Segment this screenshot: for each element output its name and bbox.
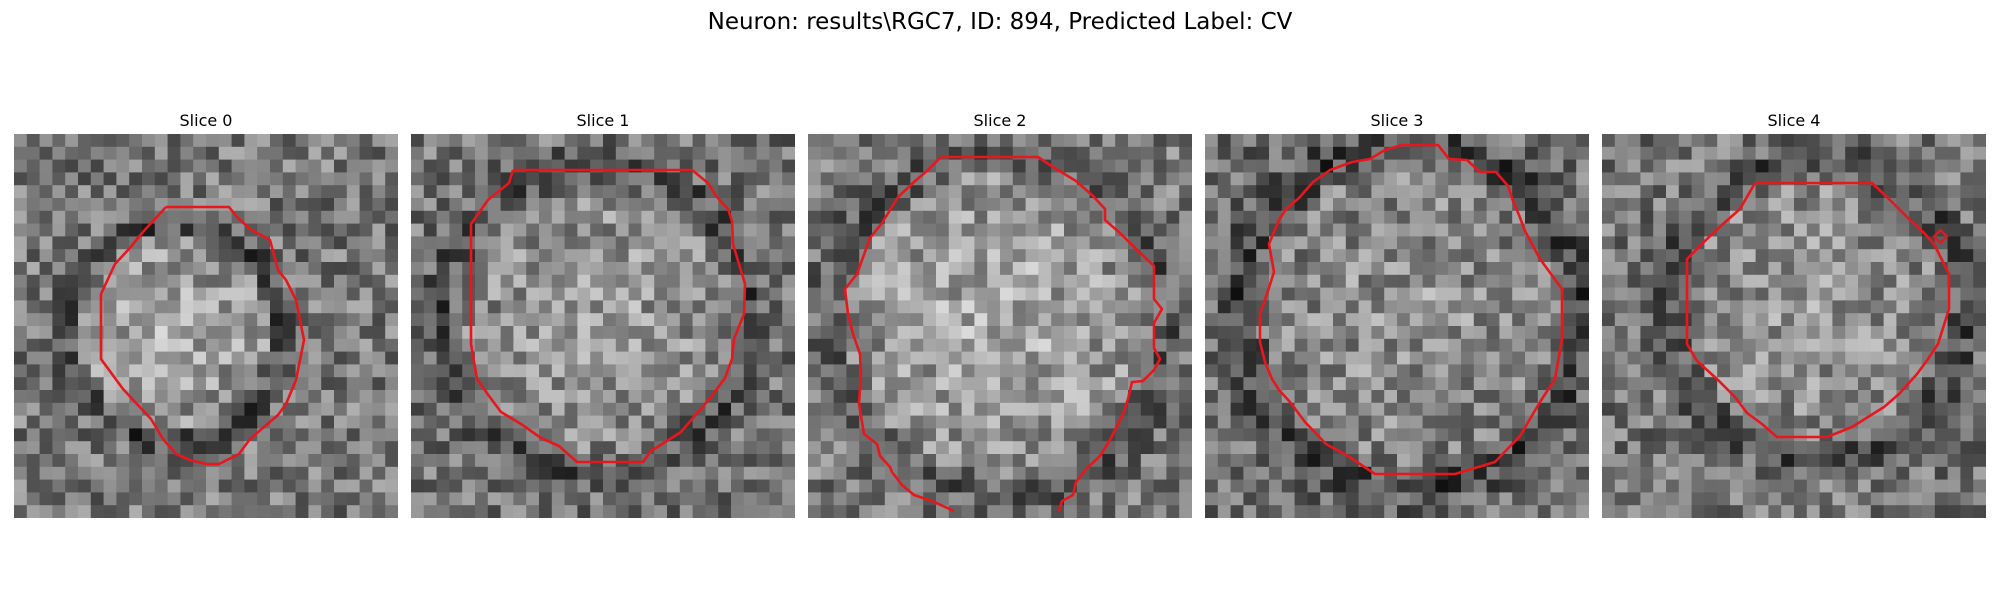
slice-title-3: Slice 3 (1370, 111, 1424, 130)
segmentation-contour-4 (1685, 181, 1951, 439)
slice-title-1: Slice 1 (576, 111, 630, 130)
slice-panel-0: Slice 0 (14, 108, 398, 518)
contour-fragment (1932, 228, 1949, 245)
slice-image-3 (1205, 134, 1589, 518)
slice-title-0: Slice 0 (179, 111, 233, 130)
slice-title-2: Slice 2 (973, 111, 1027, 130)
slice-panel-2: Slice 2 (808, 108, 1192, 518)
slice-image-2 (808, 134, 1192, 518)
slice-title-4: Slice 4 (1767, 111, 1821, 130)
slice-image-4 (1602, 134, 1986, 518)
segmentation-contour-2 (941, 155, 1164, 512)
segmentation-contour-1 (469, 168, 747, 464)
segmentation-contour-2b (843, 156, 955, 513)
slice-panel-4: Slice 4 (1602, 108, 1986, 518)
slice-image-1 (411, 134, 795, 518)
slice-panel-1: Slice 1 (411, 108, 795, 518)
figure-title: Neuron: results\RGC7, ID: 894, Predicted… (707, 9, 1293, 35)
slice-image-0 (14, 134, 398, 518)
slice-panel-3: Slice 3 (1205, 108, 1589, 518)
segmentation-contour-0 (99, 205, 306, 466)
segmentation-contour-3 (1258, 143, 1564, 476)
